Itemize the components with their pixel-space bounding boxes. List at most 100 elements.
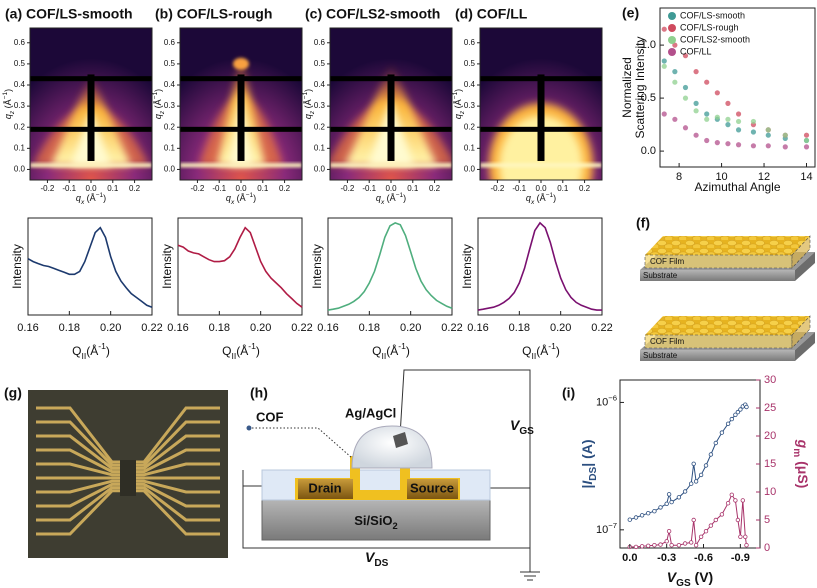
scatter-point bbox=[693, 108, 699, 114]
x-tick-label: 0.18 bbox=[59, 322, 80, 334]
qx-tick-label: 0.0 bbox=[385, 184, 397, 193]
x-axis-label: QII(Å-1) bbox=[372, 341, 410, 361]
qz-axis-label-part: (Å bbox=[303, 99, 313, 111]
qz-tick-label: 0.1 bbox=[164, 143, 176, 152]
qz-tick-label: 0.0 bbox=[164, 165, 176, 174]
legend-swatch bbox=[668, 48, 676, 56]
source-pad bbox=[407, 479, 458, 499]
x-tick-label: 0.22 bbox=[141, 322, 162, 334]
qz-axis-label-part: −1 bbox=[302, 92, 309, 100]
qx-axis-label-part: ) bbox=[103, 193, 106, 203]
film-label: COF Film bbox=[650, 257, 685, 266]
trace bbox=[36, 406, 120, 464]
qx-axis-label-part: −1 bbox=[546, 192, 554, 199]
current-line bbox=[627, 402, 749, 522]
scatter-point bbox=[782, 144, 788, 150]
scatter-point bbox=[765, 127, 771, 133]
trace bbox=[136, 479, 220, 494]
x-tick-label: 8 bbox=[676, 171, 682, 183]
qz-tick-label: 0.0 bbox=[464, 165, 476, 174]
cof-label: COF bbox=[256, 409, 284, 424]
trace bbox=[136, 482, 220, 508]
qz-tick-label: 0.6 bbox=[464, 38, 476, 47]
scatter-point bbox=[750, 143, 757, 149]
vds-label-part: V bbox=[365, 549, 376, 565]
qx-axis-label-part: x bbox=[380, 199, 385, 206]
electrolyte-drop bbox=[351, 425, 433, 469]
scatter-point bbox=[735, 127, 742, 133]
qx-tick-label: -0.1 bbox=[512, 184, 526, 193]
plot-frame bbox=[659, 7, 816, 168]
giwaxs-image bbox=[480, 28, 602, 180]
panel-letter: (i) bbox=[562, 385, 575, 401]
y2-tick-label: 5 bbox=[764, 514, 770, 526]
y-axis-label: Intensity bbox=[160, 244, 174, 289]
y-axis-label: Normalized bbox=[620, 57, 634, 118]
panel-letter: (f) bbox=[636, 215, 650, 231]
scatter-point bbox=[782, 132, 788, 138]
scatter-point bbox=[750, 118, 757, 125]
scatter-point bbox=[803, 144, 810, 150]
trace bbox=[36, 434, 120, 470]
x-axis-label-part: -1 bbox=[98, 341, 106, 351]
giwaxs-image bbox=[30, 28, 152, 180]
wire bbox=[399, 369, 531, 572]
drain-pad bbox=[298, 479, 353, 499]
qx-tick-label: -0.2 bbox=[491, 184, 505, 193]
qx-tick-label: 0.2 bbox=[279, 184, 291, 193]
qz-axis-label: qz (Å−1) bbox=[452, 89, 466, 119]
qx-tick-label: 0.1 bbox=[107, 184, 119, 193]
qx-axis-label: qx (Å−1) bbox=[526, 192, 556, 206]
substrate-label-part: 2 bbox=[393, 521, 398, 531]
qx-axis-label-part: q bbox=[226, 193, 231, 203]
qx-tick-label: 0.0 bbox=[235, 184, 247, 193]
x-tick-label: 0.20 bbox=[400, 322, 421, 334]
qx-axis-label-part: (Å bbox=[84, 193, 96, 203]
qx-tick-label: 0.2 bbox=[129, 184, 141, 193]
qz-axis-label-part: ) bbox=[303, 89, 313, 92]
trace bbox=[36, 448, 120, 474]
beamstop bbox=[387, 74, 395, 161]
scatter-point bbox=[672, 116, 678, 122]
substrate-label: Si/SiO2 bbox=[354, 513, 398, 531]
detector-gap bbox=[30, 126, 152, 132]
x-axis-label-part: -1 bbox=[548, 341, 556, 351]
x-tick-label: -0.9 bbox=[731, 552, 750, 564]
scatter-point bbox=[672, 69, 678, 75]
vgs-label-part: GS bbox=[519, 426, 534, 437]
qz-axis-label-part: −1 bbox=[2, 92, 9, 100]
x-axis-label-part: ) bbox=[406, 344, 410, 358]
y-tick-label: 1.0 bbox=[641, 39, 656, 51]
cof-marker bbox=[246, 425, 252, 431]
x-tick-label: 0.16 bbox=[167, 322, 188, 334]
trace bbox=[36, 482, 120, 508]
film-diagrams: COF Film Substrate COF Film Substrate (f… bbox=[636, 215, 815, 361]
qz-axis-label-part: ) bbox=[3, 89, 13, 92]
y-axis-label: |IDS| (A) bbox=[579, 439, 599, 488]
qz-tick-label: 0.4 bbox=[164, 80, 176, 89]
trace bbox=[136, 489, 220, 536]
trace bbox=[36, 486, 120, 522]
qz-axis-label-part: q bbox=[3, 114, 13, 119]
detector-gap bbox=[30, 76, 152, 82]
detector-gap bbox=[480, 76, 602, 82]
scatter-point bbox=[714, 90, 720, 96]
y-tick-label-base: 10 bbox=[596, 396, 608, 408]
qx-tick-label: -0.1 bbox=[62, 184, 76, 193]
legend-label: COF/LS-smooth bbox=[680, 10, 745, 20]
detector-gap bbox=[480, 126, 602, 132]
qz-tick-label: 0.6 bbox=[164, 38, 176, 47]
x-tick-label: 0.22 bbox=[291, 322, 312, 334]
scattering-spot bbox=[233, 57, 249, 70]
x-tick-label: 14 bbox=[800, 171, 812, 183]
panel-title: (b) COF/LS-rough bbox=[155, 6, 272, 22]
qx-axis-label: qx (Å−1) bbox=[226, 192, 256, 206]
x-axis-label-part: Q bbox=[522, 344, 531, 358]
y2-axis-label: gm (μS) bbox=[791, 439, 811, 489]
x-axis-label-part: ) bbox=[256, 344, 260, 358]
cof-pointer bbox=[252, 427, 353, 459]
substrate-front bbox=[640, 270, 795, 281]
film-label: COF Film bbox=[650, 337, 685, 346]
vgs-label: VGS bbox=[510, 417, 534, 437]
